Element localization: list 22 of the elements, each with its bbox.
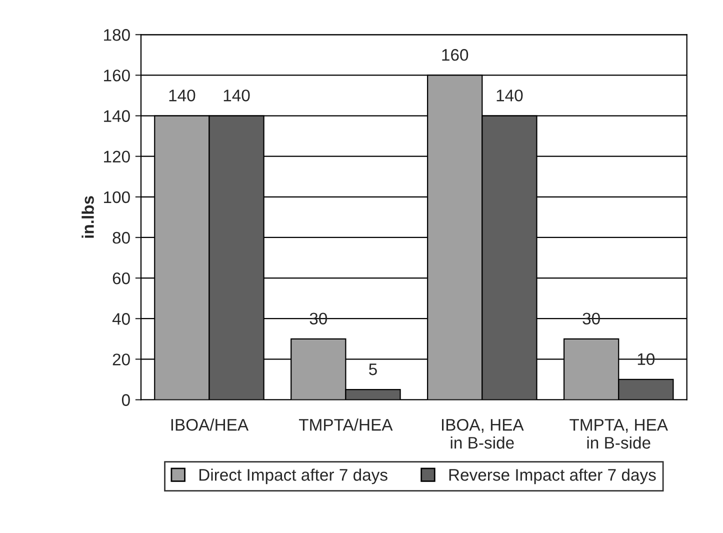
data-label: 160 [442,49,468,61]
data-label: 140 [224,90,250,102]
data-label: 140 [496,90,523,102]
y-tick-label: 140 [104,110,130,122]
y-tick-label: 100 [104,191,130,204]
y-tick-label: 180 [104,29,130,41]
x-tick-label: TMPTA, HEA in B-side [570,419,668,449]
y-tick-label: 0 [122,394,130,406]
data-label: 140 [169,90,196,102]
y-tick-label: 60 [112,272,130,284]
x-tick-label: TMPTA/HEA [298,418,393,431]
y-tick-label: 40 [112,313,130,325]
x-tick-label: IBOA, HEA in B-side [442,418,524,449]
x-tick-label: IBOA/HEA [171,418,249,431]
y-tick-label: 80 [112,232,130,244]
legend-label: Reverse Impact after 7 days [449,468,656,484]
y-tick-label: 120 [104,150,130,163]
y-tick-label: 20 [112,354,130,366]
data-label: 5 [369,364,377,376]
y-tick-label: 160 [104,70,130,82]
y-axis-title: in.lbs [82,196,94,238]
legend-label: Direct Impact after 7 days [199,468,388,484]
